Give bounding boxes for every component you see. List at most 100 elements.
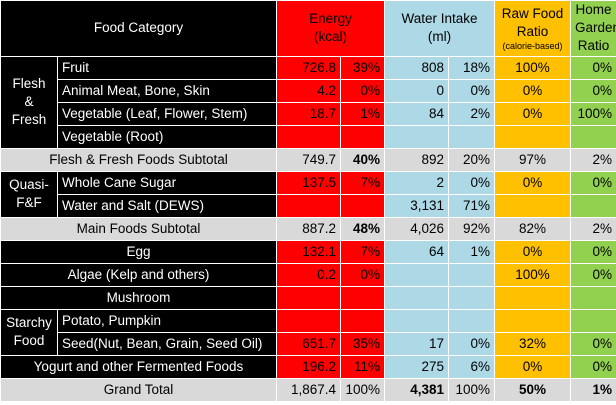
group-starchy-food: Starchy Food <box>0 308 58 356</box>
energy-percent: 7% <box>340 170 385 195</box>
home-ratio: 2% <box>570 147 616 172</box>
energy-value: 0.2 <box>276 262 341 287</box>
group-quasi-line1: Quasi- <box>9 176 49 192</box>
energy-percent: 7% <box>340 239 385 264</box>
table-row-mushroom: Mushroom <box>0 285 616 310</box>
row-label: Algae (Kelp and others) <box>0 262 277 287</box>
raw-ratio: 0% <box>494 239 571 264</box>
water-percent: 71% <box>448 193 495 218</box>
row-label: Vegetable (Root) <box>57 124 277 149</box>
water-value: 892 <box>384 147 449 172</box>
water-value: 0 <box>384 78 449 103</box>
food-category-header: Food Category <box>0 0 277 57</box>
home-ratio: 100% <box>570 101 616 126</box>
home-ratio: 0% <box>570 239 616 264</box>
home-ratio: 0% <box>570 170 616 195</box>
group-starchy-line1: Starchy <box>6 314 52 330</box>
energy-percent: 40% <box>340 147 385 172</box>
water-percent-empty <box>448 285 495 310</box>
water-percent-empty <box>448 262 495 287</box>
raw-header-line2: Ratio <box>516 24 549 40</box>
group-flesh-line2: & <box>24 94 34 110</box>
water-value: 808 <box>384 55 449 80</box>
row-label: Animal Meat, Bone, Skin <box>57 78 277 103</box>
home-garden-ratio-header: Home Garden Ratio <box>570 0 616 57</box>
water-header-line1: Water Intake <box>401 11 478 27</box>
raw-ratio-empty <box>494 285 571 310</box>
energy-value: 1,867.4 <box>276 377 341 402</box>
energy-header: Energy (kcal) <box>276 0 385 57</box>
table-row-yogurt: Yogurt and other Fermented Foods 196.2 1… <box>0 354 616 379</box>
raw-ratio: 0% <box>494 78 571 103</box>
energy-value: 137.5 <box>276 170 341 195</box>
energy-percent-empty <box>340 285 385 310</box>
table-row-vegetable-leaf: Vegetable (Leaf, Flower, Stem) 18.7 1% 8… <box>1 101 616 126</box>
raw-ratio-empty <box>494 124 571 149</box>
row-label: Whole Cane Sugar <box>57 170 277 195</box>
energy-percent: 0% <box>340 262 385 287</box>
energy-header-line2: (kcal) <box>314 29 347 45</box>
water-percent-empty <box>448 124 495 149</box>
energy-value-empty <box>276 193 341 218</box>
water-value: 275 <box>384 354 449 379</box>
group-flesh-fresh: Flesh & Fresh <box>0 55 58 149</box>
home-ratio: 0% <box>570 354 616 379</box>
energy-value: 196.2 <box>276 354 341 379</box>
water-value: 3,131 <box>384 193 449 218</box>
energy-value: 887.2 <box>276 216 341 241</box>
energy-value: 132.1 <box>276 239 341 264</box>
water-value-empty <box>384 124 449 149</box>
table-row-sugar: Quasi- F&F Whole Cane Sugar 137.5 7% 2 0… <box>0 170 616 218</box>
water-value-empty <box>384 308 449 333</box>
energy-percent: 39% <box>340 55 385 80</box>
water-percent: 2% <box>448 101 495 126</box>
home-ratio-empty <box>570 285 616 310</box>
row-label: Grand Total <box>0 377 277 402</box>
row-label: Vegetable (Leaf, Flower, Stem) <box>57 101 277 126</box>
row-label: Mushroom <box>0 285 277 310</box>
water-value-empty <box>384 285 449 310</box>
table-row-vegetable-root: Vegetable (Root) <box>1 124 616 149</box>
energy-percent: 11% <box>340 354 385 379</box>
raw-ratio-empty <box>494 308 571 333</box>
raw-ratio: 0% <box>494 354 571 379</box>
table-row-animal: Animal Meat, Bone, Skin 4.2 0% 0 0% 0% 0… <box>1 78 616 103</box>
group-quasi-line2: F&F <box>16 195 42 211</box>
raw-ratio: 0% <box>494 101 571 126</box>
group-starchy-line2: Food <box>13 333 45 349</box>
energy-percent-empty <box>340 308 385 333</box>
group-quasi-ff: Quasi- F&F <box>0 170 58 218</box>
water-percent: 0% <box>448 170 495 195</box>
row-label: Yogurt and other Fermented Foods <box>0 354 277 379</box>
home-ratio: 0% <box>570 262 616 287</box>
raw-food-ratio-header: Raw Food Ratio (calorie-based) <box>494 0 571 57</box>
energy-value-empty <box>276 285 341 310</box>
water-percent: 92% <box>448 216 495 241</box>
water-percent-empty <box>448 308 495 333</box>
water-header: Water Intake (ml) <box>384 0 495 57</box>
raw-ratio: 100% <box>494 55 571 80</box>
water-percent: 0% <box>448 331 495 356</box>
water-percent: 1% <box>448 239 495 264</box>
home-ratio-empty <box>570 124 616 149</box>
home-ratio: 0% <box>570 331 616 356</box>
energy-percent: 0% <box>340 78 385 103</box>
water-value-empty <box>384 262 449 287</box>
table-row-algae: Algae (Kelp and others) 0.2 0% 100% 0% <box>0 262 616 287</box>
water-percent: 100% <box>448 377 495 402</box>
home-ratio-empty <box>570 193 616 218</box>
table-row-seed: Seed(Nut, Bean, Grain, Seed Oil) 651.7 3… <box>1 331 616 356</box>
table-row-potato: Starchy Food Potato, Pumpkin <box>0 308 616 356</box>
raw-ratio: 0% <box>494 170 571 195</box>
raw-ratio: 82% <box>494 216 571 241</box>
home-ratio: 0% <box>570 78 616 103</box>
raw-ratio: 32% <box>494 331 571 356</box>
row-label: Water and Salt (DEWS) <box>57 193 277 218</box>
water-percent: 0% <box>448 78 495 103</box>
table-row-flesh-subtotal: Flesh & Fresh Foods Subtotal 749.7 40% 8… <box>0 147 616 172</box>
energy-percent: 100% <box>340 377 385 402</box>
raw-header-line3: (calorie-based) <box>502 40 563 51</box>
home-header-line2: Garden <box>575 20 616 36</box>
raw-ratio-empty <box>494 193 571 218</box>
